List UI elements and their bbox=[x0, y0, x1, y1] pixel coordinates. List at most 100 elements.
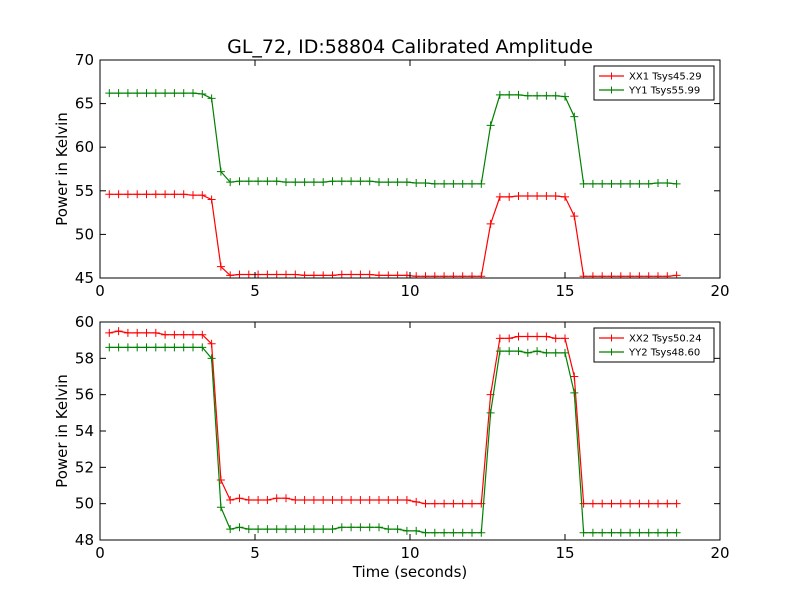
chart-title: GL_72, ID:58804 Calibrated Amplitude bbox=[227, 36, 593, 58]
data-point-marker bbox=[263, 525, 272, 534]
data-point-marker bbox=[672, 528, 681, 537]
data-point-marker bbox=[561, 92, 569, 101]
data-point-marker bbox=[588, 272, 597, 278]
data-point-marker bbox=[356, 523, 365, 532]
legend-label: XX2 Tsys50.24 bbox=[629, 334, 702, 345]
data-point-marker bbox=[607, 528, 616, 537]
data-point-marker bbox=[477, 179, 486, 188]
data-point-marker bbox=[105, 190, 114, 199]
data-point-marker bbox=[337, 523, 346, 532]
data-point-marker bbox=[375, 496, 383, 505]
data-point-marker bbox=[672, 271, 681, 278]
data-point-marker bbox=[616, 528, 625, 537]
data-point-marker bbox=[151, 190, 160, 199]
data-point-marker bbox=[626, 499, 635, 508]
data-point-marker bbox=[570, 112, 579, 121]
data-point-marker bbox=[542, 91, 551, 100]
data-point-marker bbox=[375, 271, 383, 278]
data-point-marker bbox=[244, 270, 253, 278]
data-point-marker bbox=[607, 179, 616, 188]
data-point-marker bbox=[663, 272, 672, 278]
y-tick-label: 50 bbox=[75, 225, 94, 243]
data-point-marker bbox=[598, 179, 607, 188]
data-point-marker bbox=[654, 272, 662, 278]
data-point-marker bbox=[384, 178, 393, 187]
data-point-marker bbox=[523, 192, 532, 201]
legend-box bbox=[593, 65, 715, 101]
data-point-marker bbox=[644, 528, 653, 537]
data-point-marker bbox=[254, 496, 263, 505]
data-point-marker bbox=[393, 178, 402, 187]
data-point-marker bbox=[170, 89, 179, 98]
data-point-marker bbox=[579, 499, 588, 508]
series-line bbox=[109, 330, 677, 505]
data-point-marker bbox=[402, 526, 411, 535]
data-point-marker bbox=[551, 334, 560, 343]
data-point-marker bbox=[179, 330, 188, 339]
data-point-marker bbox=[114, 190, 123, 199]
data-point-marker bbox=[579, 272, 588, 278]
data-point-marker bbox=[272, 177, 281, 186]
series-1-1 bbox=[105, 190, 681, 278]
data-point-marker bbox=[114, 89, 123, 98]
data-point-marker bbox=[644, 179, 653, 188]
data-point-marker bbox=[300, 525, 309, 534]
data-point-marker bbox=[588, 499, 597, 508]
legend: XX1 Tsys45.29 YY1 Tsys55.99 bbox=[593, 65, 715, 101]
data-point-marker bbox=[347, 523, 356, 532]
legend-entry: XX2 Tsys50.24 bbox=[599, 334, 702, 345]
data-point-marker bbox=[133, 89, 142, 98]
x-tick-label: 5 bbox=[250, 544, 260, 562]
y-tick-label: 65 bbox=[75, 95, 94, 113]
data-point-marker bbox=[226, 496, 235, 505]
data-point-marker bbox=[356, 270, 365, 278]
legend-marker bbox=[608, 334, 615, 342]
data-point-marker bbox=[449, 272, 458, 278]
data-point-marker bbox=[393, 496, 402, 505]
x-tick-label: 20 bbox=[710, 282, 729, 300]
data-point-marker bbox=[440, 272, 449, 278]
data-point-marker bbox=[207, 339, 216, 348]
data-point-marker bbox=[588, 179, 597, 188]
data-point-marker bbox=[226, 271, 235, 278]
data-point-marker bbox=[626, 528, 635, 537]
data-point-marker bbox=[216, 167, 225, 176]
data-point-marker bbox=[133, 190, 142, 199]
data-point-marker bbox=[533, 332, 542, 341]
data-point-marker bbox=[272, 270, 281, 278]
data-point-marker bbox=[189, 89, 197, 98]
data-point-marker bbox=[412, 178, 421, 187]
data-point-marker bbox=[272, 494, 281, 503]
data-point-marker bbox=[495, 334, 504, 343]
data-point-marker bbox=[365, 523, 374, 532]
data-point-marker bbox=[542, 348, 551, 357]
plot-area bbox=[105, 89, 681, 278]
data-point-marker bbox=[449, 528, 458, 537]
data-point-marker bbox=[309, 271, 318, 278]
data-point-marker bbox=[468, 272, 476, 278]
data-point-marker bbox=[142, 190, 151, 199]
x-tick-label: 0 bbox=[95, 282, 105, 300]
data-point-marker bbox=[189, 330, 197, 339]
data-point-marker bbox=[440, 528, 449, 537]
x-tick-label: 15 bbox=[555, 282, 574, 300]
data-point-marker bbox=[579, 528, 588, 537]
series-line bbox=[109, 92, 677, 185]
data-point-marker bbox=[430, 528, 439, 537]
legend-entry: XX1 Tsys45.29 bbox=[599, 72, 702, 83]
data-point-marker bbox=[523, 332, 532, 341]
data-point-marker bbox=[198, 343, 207, 352]
data-point-marker bbox=[161, 89, 170, 98]
data-point-marker bbox=[561, 334, 569, 343]
data-point-marker bbox=[477, 272, 486, 278]
data-point-marker bbox=[282, 494, 290, 503]
data-point-marker bbox=[179, 89, 188, 98]
data-point-marker bbox=[151, 343, 160, 352]
data-point-marker bbox=[291, 178, 300, 187]
data-point-marker bbox=[300, 271, 309, 278]
data-point-marker bbox=[319, 178, 328, 187]
data-point-marker bbox=[179, 190, 188, 199]
data-point-marker bbox=[375, 523, 383, 532]
x-tick-label: 10 bbox=[400, 544, 419, 562]
